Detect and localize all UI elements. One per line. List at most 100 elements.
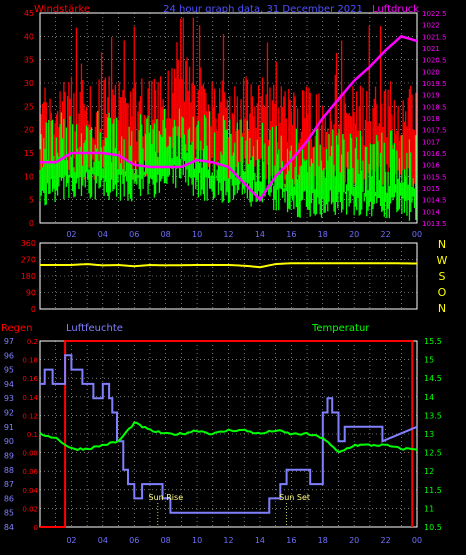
pressure-y-tick: 1019	[422, 92, 440, 100]
wind-y-tick: 25	[24, 102, 34, 111]
wind-x-tick: 12	[223, 230, 233, 239]
direction-y-tick: 360	[21, 239, 36, 248]
pressure-y-tick: 1019.5	[422, 80, 447, 88]
direction-y-tick: 270	[21, 256, 36, 265]
wind-y-tick: 5	[29, 196, 34, 205]
rain-y-tick: 0.02	[22, 505, 38, 513]
humidity-y-tick: 97	[4, 337, 14, 346]
pressure-y-tick: 1014	[422, 208, 440, 216]
sun-annotations: Sun Rise Sun Set	[148, 493, 310, 527]
wind-y-tick: 40	[24, 32, 34, 41]
humidity-y-tick: 91	[4, 423, 14, 432]
humidity-line	[40, 354, 418, 514]
temperature-line	[39, 421, 418, 454]
wind-y-ticks: 0 5 10 15 20 25 30 35 40 45	[24, 9, 34, 228]
humidity-y-tick: 89	[4, 451, 14, 460]
rain-y-tick: 0.16	[22, 375, 38, 383]
pressure-y-tick: 1017	[422, 138, 440, 146]
humidity-y-tick: 90	[4, 437, 14, 446]
temperature-y-tick: 13	[424, 430, 434, 439]
humidity-y-tick: 86	[4, 494, 14, 503]
climate-x-tick: 14	[255, 536, 265, 545]
pressure-axis-title: Luftdruck	[372, 4, 419, 15]
rain-y-tick: 0.1	[27, 431, 38, 439]
humidity-y-tick: 96	[4, 351, 14, 360]
compass-label: N	[438, 238, 446, 251]
temperature-y-tick: 11	[424, 504, 434, 513]
climate-x-tick: 02	[66, 536, 76, 545]
climate-x-tick: 12	[223, 536, 233, 545]
wind-x-tick: 02	[66, 230, 76, 239]
pressure-y-tick: 1020	[422, 68, 440, 76]
direction-line	[40, 262, 417, 269]
humidity-y-tick: 87	[4, 480, 14, 489]
direction-y-ticks: 0 90 180 270 360	[21, 239, 36, 314]
rain-y-tick: 0.2	[27, 338, 38, 346]
climate-x-tick: 06	[129, 536, 139, 545]
rain-axis-title: Regen	[1, 323, 33, 334]
pressure-y-ticks: 1013.5 1014 1014.5 1015 1015.5 1016 1016.5 1017…	[422, 10, 447, 228]
pressure-y-tick: 1014.5	[422, 197, 447, 205]
wind-x-tick: 04	[98, 230, 108, 239]
humidity-y-tick: 92	[4, 409, 14, 418]
rain-y-tick: 0.14	[22, 394, 38, 402]
humidity-y-tick: 84	[4, 523, 14, 532]
pressure-y-tick: 1016	[422, 162, 440, 170]
climate-x-tick: 20	[349, 536, 359, 545]
pressure-y-tick: 1022.5	[422, 10, 447, 18]
wind-bars	[39, 17, 417, 221]
wind-x-tick: 14	[255, 230, 265, 239]
wind-x-tick: 18	[318, 230, 328, 239]
temperature-y-tick: 15.5	[424, 337, 442, 346]
wind-y-tick: 10	[24, 172, 34, 181]
wind-x-tick: 00	[412, 230, 422, 239]
pressure-y-tick: 1021.5	[422, 33, 447, 41]
sun-annotation-label: Sun Rise	[148, 493, 183, 502]
wind-x-tick: 06	[129, 230, 139, 239]
humidity-y-tick: 94	[4, 380, 14, 389]
wind-y-tick: 45	[24, 9, 34, 18]
humidity-axis-title: Luftfeuchte	[66, 323, 123, 334]
humidity-y-tick: 93	[4, 394, 14, 403]
rain-y-tick: 0.12	[22, 412, 38, 420]
climate-x-tick: 18	[318, 536, 328, 545]
temperature-y-tick: 13.5	[424, 411, 442, 420]
wind-axis-title: Windstärke	[34, 4, 90, 15]
rain-line	[40, 340, 414, 528]
rain-y-tick: 0.08	[22, 450, 38, 458]
pressure-y-tick: 1018.5	[422, 103, 447, 111]
climate-x-tick: 16	[286, 536, 296, 545]
wind-y-tick: 30	[24, 79, 34, 88]
climate-x-tick: 08	[161, 536, 171, 545]
pressure-y-tick: 1017.5	[422, 127, 447, 135]
rain-humidity-temperature-panel: Sun Rise Sun Set 84 85 86 87 88 89 90 91 92 93 94 95…	[4, 337, 442, 545]
pressure-y-tick: 1013.5	[422, 220, 447, 228]
pressure-y-tick: 1015.5	[422, 173, 447, 181]
pressure-y-tick: 1021	[422, 45, 440, 53]
wind-x-tick: 10	[192, 230, 202, 239]
pressure-y-tick: 1022	[422, 22, 440, 30]
temperature-y-tick: 15	[424, 356, 434, 365]
temperature-y-tick: 12	[424, 467, 434, 476]
wind-x-tick: 22	[380, 230, 390, 239]
rain-y-tick: 0	[34, 524, 38, 532]
pressure-y-tick: 1015	[422, 185, 440, 193]
temperature-y-tick: 14.5	[424, 374, 442, 383]
compass-label: S	[439, 270, 446, 283]
pressure-line	[40, 34, 418, 202]
rain-y-tick: 0.04	[22, 487, 38, 495]
wind-y-tick: 20	[24, 126, 34, 135]
humidity-y-tick: 95	[4, 366, 14, 375]
pressure-y-tick: 1016.5	[422, 150, 447, 158]
rain-y-tick: 0.06	[22, 468, 38, 476]
rain-y-ticks: 0 0.02 0.04 0.06 0.08 0.1 0.12 0.14 0.16 0.18 0.2	[22, 338, 38, 532]
direction-y-tick: 180	[21, 272, 36, 281]
compass-label: O	[438, 286, 447, 299]
pressure-y-tick: 1020.5	[422, 57, 447, 65]
direction-y-tick: 90	[26, 289, 36, 298]
direction-panel-grid	[40, 242, 417, 310]
climate-x-ticks: 02 04 06 08 10 12 14 16 18 20 22 00	[66, 536, 422, 545]
